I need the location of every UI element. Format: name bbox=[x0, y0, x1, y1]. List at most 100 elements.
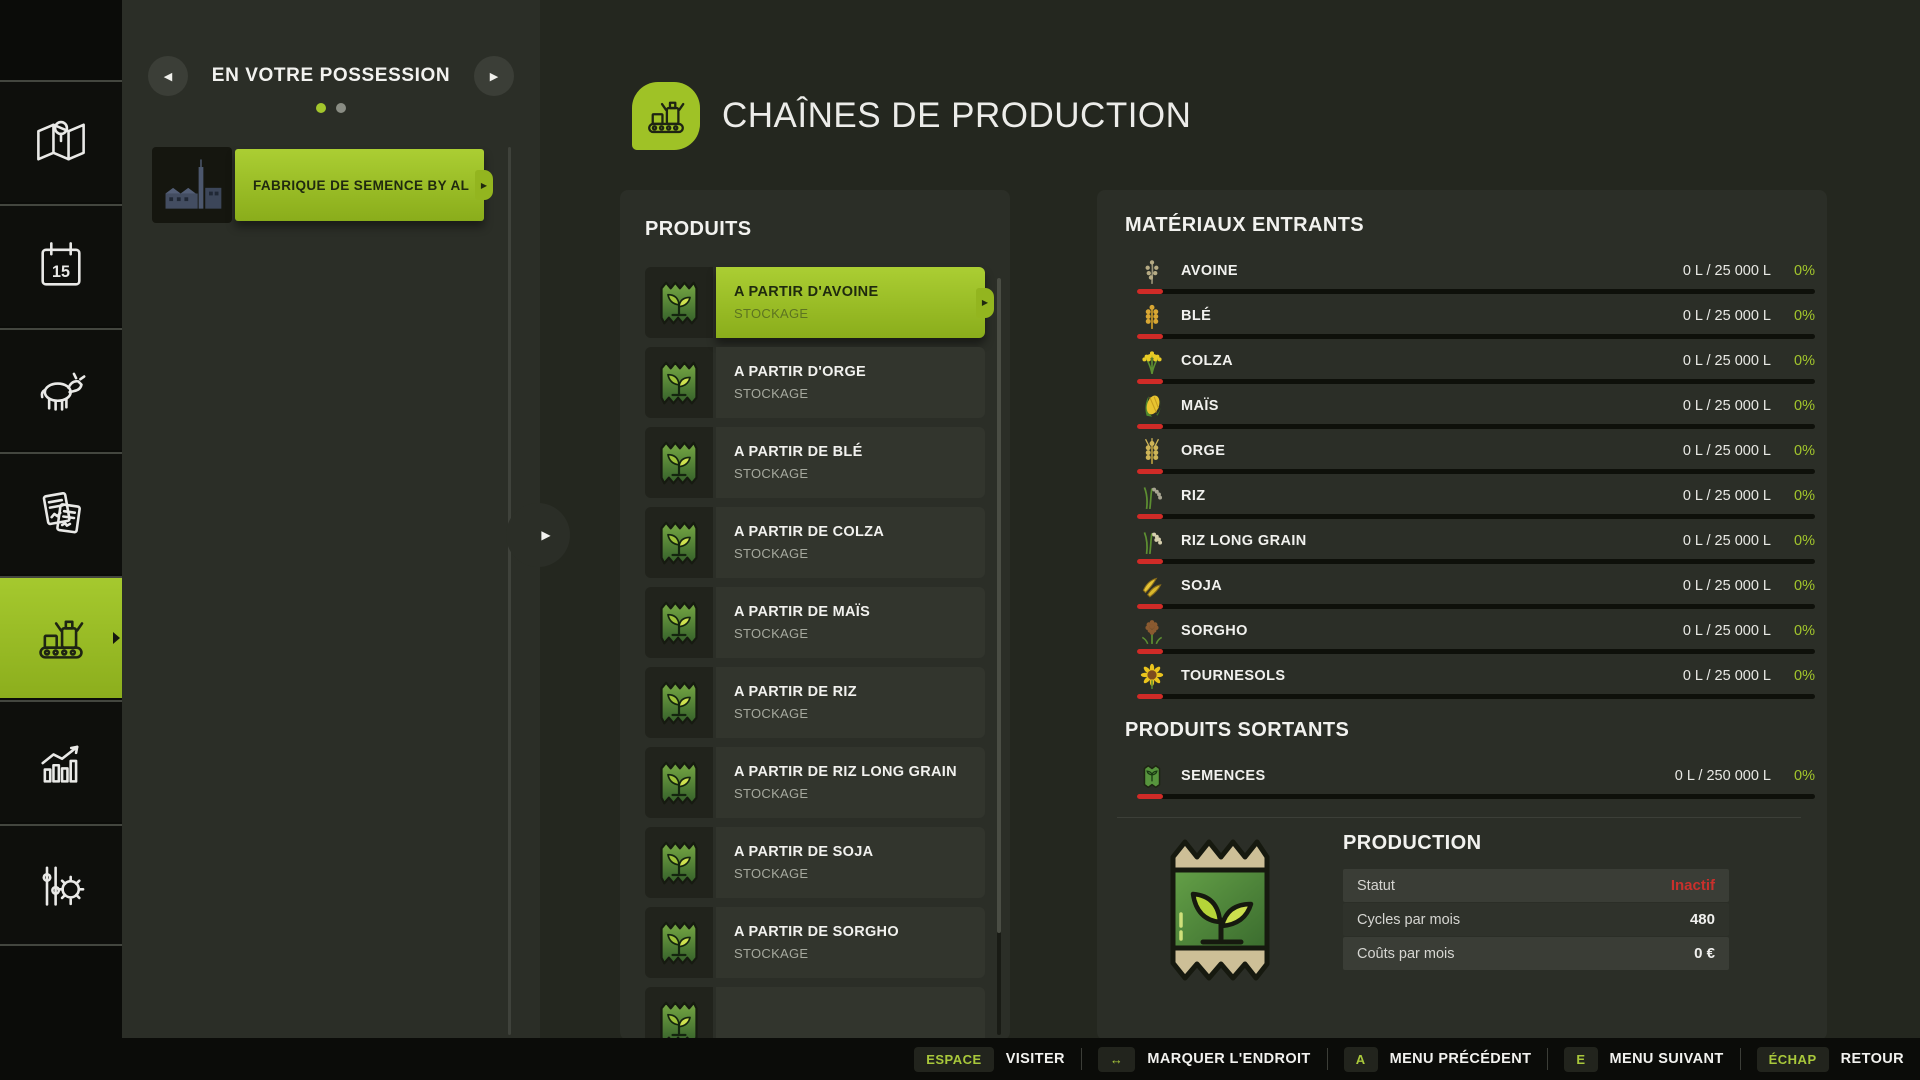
progress-red-segment bbox=[1137, 289, 1163, 294]
product-storage-label: STOCKAGE bbox=[734, 306, 809, 321]
production-stat-row: Coûts par mois 0 € bbox=[1343, 937, 1729, 970]
material-row: MAÏS 0 L / 25 000 L 0% bbox=[1097, 388, 1827, 429]
product-storage-label: STOCKAGE bbox=[734, 546, 809, 561]
label-visit: VISITER bbox=[1005, 1051, 1065, 1067]
product-item[interactable]: A PARTIR DE SOJA STOCKAGE bbox=[645, 827, 985, 898]
products-scrollbar[interactable] bbox=[997, 278, 1001, 1035]
rizlong-icon bbox=[1137, 527, 1167, 555]
factory-thumbnail bbox=[152, 147, 232, 223]
label-next-menu: MENU SUIVANT bbox=[1609, 1051, 1724, 1067]
fill-progress-bar bbox=[1137, 604, 1815, 609]
progress-red-segment bbox=[1137, 694, 1163, 699]
progress-red-segment bbox=[1137, 649, 1163, 654]
fill-progress-bar bbox=[1137, 334, 1815, 339]
hint-next-menu[interactable]: E MENU SUIVANT bbox=[1564, 1046, 1724, 1072]
material-fill-level: 0 L / 25 000 L bbox=[1682, 488, 1771, 504]
product-storage-label: STOCKAGE bbox=[734, 386, 809, 401]
product-storage-label: STOCKAGE bbox=[734, 466, 809, 481]
material-percent: 0% bbox=[1794, 668, 1815, 684]
product-item[interactable] bbox=[645, 987, 985, 1040]
prev-page-button[interactable]: ◀ bbox=[148, 56, 188, 96]
divider bbox=[1117, 817, 1801, 818]
product-item[interactable]: A PARTIR D'AVOINE STOCKAGE bbox=[645, 267, 985, 338]
expand-panel-button[interactable]: ▶ bbox=[506, 503, 570, 567]
material-row: ORGE 0 L / 25 000 L 0% bbox=[1097, 433, 1827, 474]
product-label: A PARTIR DE SORGHO bbox=[734, 924, 899, 940]
seed-packet-icon bbox=[645, 747, 713, 818]
page-dot-2[interactable] bbox=[336, 103, 346, 113]
product-storage-label: STOCKAGE bbox=[734, 866, 809, 881]
key-mark: ↔ bbox=[1097, 1046, 1136, 1072]
product-item[interactable]: A PARTIR DE RIZ STOCKAGE bbox=[645, 667, 985, 738]
inputs-list: AVOINE 0 L / 25 000 L 0% BLÉ 0 L / 25 00… bbox=[1097, 253, 1827, 699]
material-row: SOJA 0 L / 25 000 L 0% bbox=[1097, 568, 1827, 609]
material-row: COLZA 0 L / 25 000 L 0% bbox=[1097, 343, 1827, 384]
outputs-list: SEMENCES 0 L / 250 000 L 0% bbox=[1097, 758, 1827, 799]
progress-red-segment bbox=[1137, 559, 1163, 564]
product-label: A PARTIR DE MAÏS bbox=[734, 604, 871, 620]
product-item[interactable]: A PARTIR DE SORGHO STOCKAGE bbox=[645, 907, 985, 978]
material-percent: 0% bbox=[1794, 533, 1815, 549]
material-fill-level: 0 L / 25 000 L bbox=[1682, 398, 1771, 414]
progress-red-segment bbox=[1137, 469, 1163, 474]
product-item[interactable]: A PARTIR DE RIZ LONG GRAIN STOCKAGE bbox=[645, 747, 985, 818]
calendar-icon: 15 bbox=[33, 238, 89, 294]
label-back: RETOUR bbox=[1840, 1051, 1904, 1067]
fill-progress-bar bbox=[1137, 514, 1815, 519]
product-storage-label: STOCKAGE bbox=[734, 706, 809, 721]
stat-label: Cycles par mois bbox=[1357, 911, 1461, 928]
material-row: RIZ LONG GRAIN 0 L / 25 000 L 0% bbox=[1097, 523, 1827, 564]
material-fill-level: 0 L / 25 000 L bbox=[1682, 263, 1771, 279]
seed-packet-icon bbox=[645, 667, 713, 738]
seed-packet-icon bbox=[645, 507, 713, 578]
material-fill-level: 0 L / 25 000 L bbox=[1682, 533, 1771, 549]
page-dot-1[interactable] bbox=[316, 103, 326, 113]
seed-packet-icon bbox=[645, 907, 713, 978]
hint-prev-menu[interactable]: A MENU PRÉCÉDENT bbox=[1343, 1046, 1532, 1072]
sidebar-item-settings[interactable] bbox=[0, 824, 122, 946]
sidebar-item-statistics[interactable] bbox=[0, 700, 122, 822]
next-page-button[interactable]: ▶ bbox=[474, 56, 514, 96]
hint-visit[interactable]: ESPACE VISITER bbox=[914, 1046, 1065, 1072]
fill-progress-bar bbox=[1137, 694, 1815, 699]
material-row: SORGHO 0 L / 25 000 L 0% bbox=[1097, 613, 1827, 654]
sidebar-item-animals[interactable] bbox=[0, 328, 122, 450]
sidebar-item-map[interactable] bbox=[0, 80, 122, 202]
sidebar-item-contracts[interactable] bbox=[0, 452, 122, 574]
possession-title: EN VOTRE POSSESSION bbox=[211, 65, 451, 86]
product-item[interactable]: A PARTIR DE COLZA STOCKAGE bbox=[645, 507, 985, 578]
hint-back[interactable]: ÉCHAP RETOUR bbox=[1756, 1046, 1904, 1072]
owned-factory-item[interactable]: FABRIQUE DE SEMENCE BY AL bbox=[152, 147, 484, 223]
seed-bag-image bbox=[1163, 832, 1289, 990]
material-name: TOURNESOLS bbox=[1181, 668, 1286, 684]
hint-mark[interactable]: ↔ MARQUER L'ENDROIT bbox=[1097, 1046, 1311, 1072]
factory-label: FABRIQUE DE SEMENCE BY AL bbox=[253, 177, 470, 193]
material-fill-level: 0 L / 25 000 L bbox=[1682, 353, 1771, 369]
production-stat-row: Statut Inactif bbox=[1343, 869, 1729, 902]
fill-progress-bar bbox=[1137, 289, 1815, 294]
possession-scrollbar[interactable] bbox=[508, 147, 511, 1035]
progress-red-segment bbox=[1137, 794, 1163, 799]
production-stat-row: Cycles par mois 480 bbox=[1343, 903, 1729, 936]
material-fill-level: 0 L / 25 000 L bbox=[1682, 578, 1771, 594]
product-label: A PARTIR D'AVOINE bbox=[734, 284, 879, 300]
stat-value: Inactif bbox=[1670, 877, 1715, 894]
fill-progress-bar bbox=[1137, 379, 1815, 384]
product-item[interactable]: A PARTIR DE MAÏS STOCKAGE bbox=[645, 587, 985, 658]
material-percent: 0% bbox=[1794, 488, 1815, 504]
sidebar-item-calendar[interactable]: 15 bbox=[0, 204, 122, 326]
fill-progress-bar bbox=[1137, 794, 1815, 799]
sidebar-item-production[interactable] bbox=[0, 576, 122, 698]
material-name: MAÏS bbox=[1181, 398, 1219, 414]
progress-red-segment bbox=[1137, 514, 1163, 519]
material-percent: 0% bbox=[1794, 308, 1815, 324]
product-item[interactable]: A PARTIR DE BLÉ STOCKAGE bbox=[645, 427, 985, 498]
production-chain-badge-icon bbox=[632, 82, 700, 150]
products-panel: PRODUITS A PARTIR D'AVOINE STOCKAGE A PAR… bbox=[620, 190, 1010, 1040]
pagination-dots bbox=[122, 103, 540, 113]
material-percent: 0% bbox=[1794, 578, 1815, 594]
product-item[interactable]: A PARTIR D'ORGE STOCKAGE bbox=[645, 347, 985, 418]
stat-label: Statut bbox=[1357, 877, 1395, 894]
stat-label: Coûts par mois bbox=[1357, 945, 1455, 962]
